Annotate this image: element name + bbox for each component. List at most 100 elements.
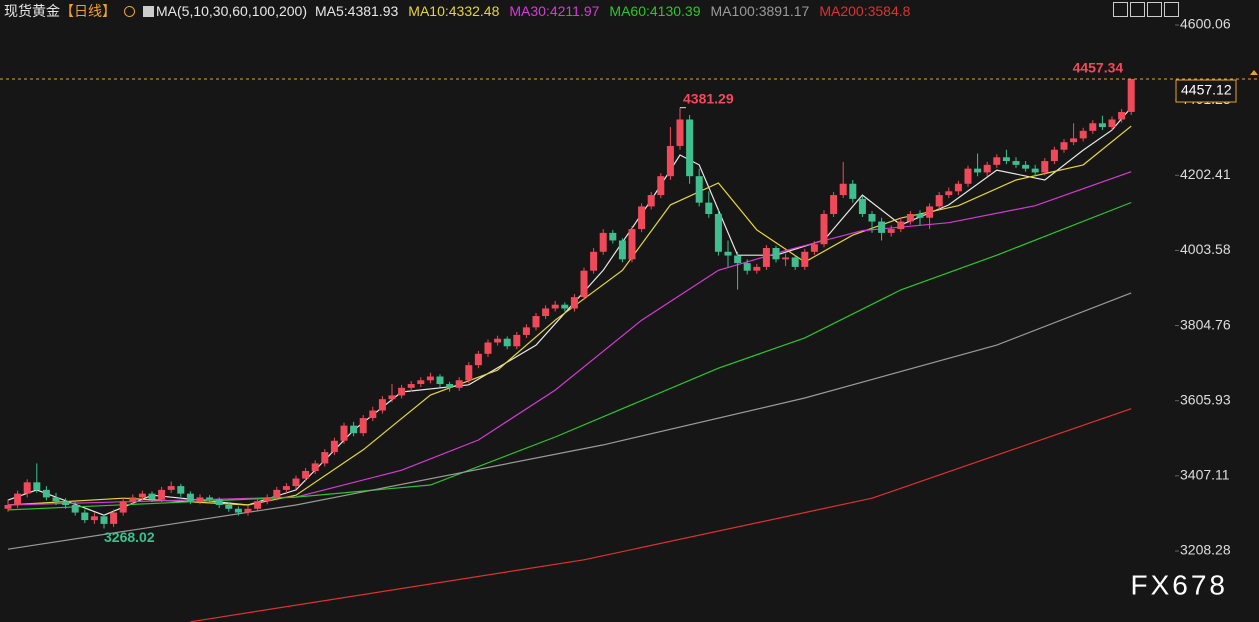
candle-body [148,493,156,500]
tool-button[interactable] [1147,2,1162,17]
candle-body [724,251,732,256]
candle-body [868,213,876,222]
candle-body [849,183,857,199]
candle-body [484,342,492,354]
legend-entry: MA5:4381.93 [315,3,399,19]
candle-body [734,255,742,264]
ma-line [190,408,1132,622]
tool-button[interactable] [1113,2,1128,17]
candle-body [1012,161,1020,165]
candle-body [1050,149,1058,162]
candle-body [753,266,761,271]
candle-body [225,504,233,509]
y-tick-label: 4600.06 [1180,16,1231,32]
candle-body [935,195,943,207]
candle-body [52,497,60,502]
candle-body [273,489,281,498]
candle-body [993,157,1001,165]
candle-body [167,486,175,490]
candle-body [1022,164,1030,169]
price-label: 4457.12 [1181,82,1232,98]
ma-line [7,292,1132,550]
add-icon[interactable] [124,5,135,17]
candle-body [1108,119,1116,128]
candle-body [983,164,991,173]
candle-body [282,486,290,490]
candle-body [1070,138,1078,143]
legend-entry: MA60:4130.39 [609,3,701,19]
candle-body [100,516,108,524]
candle-body [542,308,550,317]
indicator[interactable]: MA(5,10,30,60,100,200) [143,3,307,19]
price-box [1175,79,1237,103]
candle-body [417,380,425,385]
candle-body [974,168,982,173]
candle-body [1089,123,1097,131]
candle-body [1041,161,1049,173]
candle-body [590,251,598,271]
candle-body [609,232,617,241]
candle-body [81,512,89,521]
candle-body [465,365,473,381]
candle-body [628,229,636,260]
candle-body [1031,168,1039,173]
candle-body [599,232,607,252]
period[interactable]: 【日线】 [60,3,116,19]
candle-body [945,191,953,196]
candle-body [330,440,338,453]
candle-body [839,183,847,196]
candle-body [561,304,569,309]
indicator-icon [143,5,154,17]
candle-body [743,263,751,271]
candle-body [426,376,434,381]
candle-body [791,257,799,267]
candle-body [177,486,185,494]
candle-body [292,478,300,487]
candle-body [580,270,588,298]
y-tick-label: 3605.93 [1180,391,1231,407]
candle-body [820,213,828,245]
candle-body [647,195,655,207]
candle-body [1127,79,1135,112]
candle-body [551,304,559,309]
candle-body [954,183,962,192]
candle-body [215,499,223,505]
candle-body [340,425,348,441]
candle-body [302,470,310,479]
candle-body [436,376,444,385]
candle-body [321,452,329,464]
candle-body [138,493,146,498]
toolbar [1113,2,1179,17]
candle-body [311,463,319,471]
ma-line [7,201,1132,511]
tool-button[interactable] [1164,2,1179,17]
candle-body [90,516,98,521]
candle-body [378,399,386,411]
candle-body [782,257,790,260]
high-label: 4381.29 [683,90,734,106]
ma-line [7,107,1132,516]
candle-body [119,501,127,513]
candle-body [657,176,665,196]
candle-body [638,206,646,230]
candle-body [532,316,540,328]
ma-line [7,125,1132,506]
candle-body [916,213,924,218]
price-arrow [1250,70,1258,76]
candle-body [858,198,866,214]
candle-body [4,504,12,509]
candle-body [446,384,454,388]
indicator-name: MA(5,10,30,60,100,200) [156,3,307,19]
candle-body [110,512,118,524]
legend-entry: MA200:3584.8 [819,3,911,19]
candle-body [801,251,809,267]
candle-body [878,221,886,233]
candle-body [254,501,262,509]
candle-body [474,353,482,366]
tool-button[interactable] [1130,2,1145,17]
low-label: 3268.02 [104,529,155,545]
watermark: FX678 [1131,569,1229,600]
candle-body [695,176,703,203]
candle-body [158,489,166,500]
